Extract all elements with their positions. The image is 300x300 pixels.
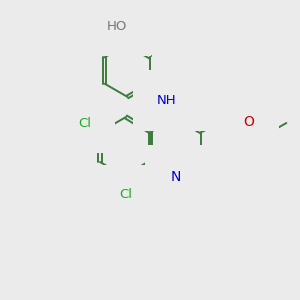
Text: O: O — [243, 115, 254, 128]
Text: Cl: Cl — [119, 188, 133, 202]
Text: N: N — [170, 170, 181, 184]
Text: O: O — [220, 92, 231, 106]
Text: NH: NH — [157, 94, 176, 107]
Text: HO: HO — [107, 20, 128, 33]
Text: Cl: Cl — [78, 116, 91, 130]
